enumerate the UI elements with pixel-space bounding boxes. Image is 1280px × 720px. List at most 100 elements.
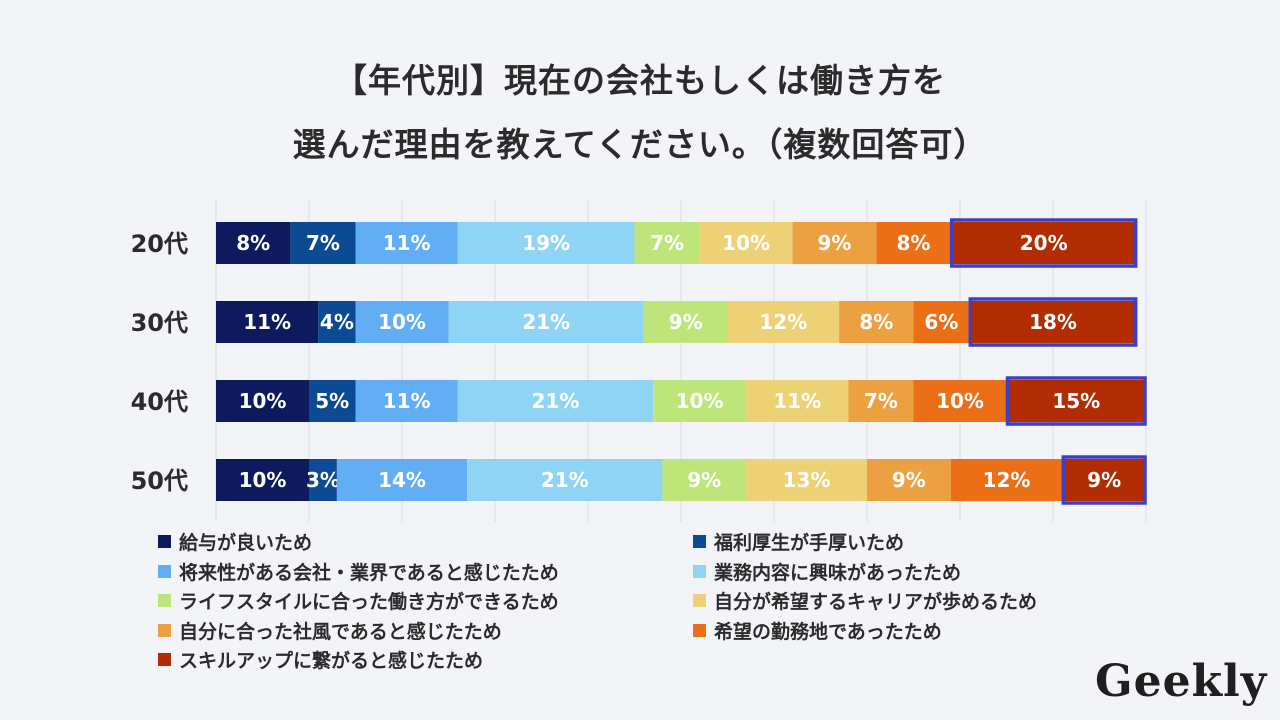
- bar-segment: [336, 459, 468, 501]
- data-label: 4%: [320, 310, 354, 334]
- data-label: 18%: [1029, 310, 1077, 334]
- data-label: 7%: [864, 389, 898, 413]
- legend-swatch: [158, 535, 171, 548]
- highlight-frame: [949, 218, 1138, 268]
- geekly-logo: Geekly: [1095, 656, 1268, 707]
- legend-swatch: [693, 623, 706, 637]
- data-label: 9%: [1087, 468, 1121, 492]
- legend-label: 給与が良いため: [179, 532, 313, 554]
- data-label: 15%: [1052, 389, 1100, 413]
- legend-item: 将来性がある会社・業界であると感じたため: [158, 558, 559, 585]
- bar-segment: [634, 222, 700, 264]
- data-label: 14%: [378, 468, 426, 492]
- legend-swatch: [158, 594, 171, 607]
- highlight-frame: [1005, 376, 1147, 426]
- legend-item: 自分が希望するキャリアが歩めるため: [693, 587, 1037, 614]
- bar-segment: [746, 380, 849, 422]
- legend-label: スキルアップに繋がると感じたため: [179, 650, 484, 672]
- chart-title-line1: 【年代別】現在の会社もしくは働き方を: [334, 61, 946, 100]
- bar-segment: [950, 459, 1063, 501]
- bar-segment: [699, 222, 793, 264]
- bar-segment: [318, 301, 356, 343]
- data-label: 8%: [859, 310, 893, 334]
- legend-label: 将来性がある会社・業界であると感じたため: [179, 561, 559, 584]
- bar-segment: [662, 459, 747, 501]
- data-label: 10%: [239, 468, 287, 492]
- legend-swatch: [693, 564, 706, 578]
- bar-segment: [216, 301, 319, 343]
- category-label: 20代: [131, 230, 188, 258]
- data-label: 21%: [522, 310, 570, 334]
- highlight-frame: [968, 297, 1138, 347]
- data-label: 8%: [897, 231, 931, 255]
- bar-segment: [457, 380, 654, 422]
- bar-segment: [950, 222, 1137, 264]
- bar-segment: [1062, 459, 1146, 501]
- data-label: 11%: [243, 310, 291, 334]
- legend-item: ライフスタイルに合った働き方ができるため: [158, 587, 559, 614]
- legend-item: 自分に合った社風であると感じたため: [158, 617, 502, 644]
- data-label: 10%: [239, 389, 287, 413]
- bar-segment: [876, 222, 951, 264]
- data-label: 20%: [1020, 231, 1068, 255]
- data-label: 10%: [676, 389, 724, 413]
- bar-segment: [643, 301, 728, 343]
- data-label: 11%: [773, 389, 821, 413]
- data-label: 13%: [783, 468, 831, 492]
- bar-segment: [448, 301, 644, 343]
- legend-label: 福利厚生が手厚いため: [714, 532, 905, 554]
- data-label: 10%: [378, 310, 426, 334]
- data-label: 7%: [306, 231, 340, 255]
- legend-item: 希望の勤務地であったため: [693, 617, 942, 644]
- data-label: 21%: [532, 389, 580, 413]
- legend-label: 自分に合った社風であると感じたため: [179, 620, 502, 643]
- category-label: 30代: [131, 309, 188, 337]
- data-label: 5%: [315, 389, 349, 413]
- bar-segment: [913, 380, 1007, 422]
- legend-swatch: [158, 564, 171, 578]
- legend-item: 給与が良いため: [158, 528, 312, 555]
- category-label: 40代: [131, 388, 188, 416]
- legend-label: ライフスタイルに合った働き方ができるため: [179, 591, 559, 613]
- bar-segment: [290, 222, 356, 264]
- bar-segment: [355, 380, 458, 422]
- bar-segment: [355, 222, 458, 264]
- legend-label: 業務内容に興味があったため: [714, 561, 962, 584]
- bar-segment: [746, 459, 867, 501]
- data-label: 9%: [892, 468, 926, 492]
- legend-swatch: [158, 653, 171, 666]
- legend-item: スキルアップに繋がると感じたため: [158, 646, 483, 673]
- bar-segment: [355, 301, 449, 343]
- bar-segment: [216, 459, 309, 501]
- data-label: 9%: [669, 310, 703, 334]
- bar-segment: [839, 301, 914, 343]
- data-label: 9%: [687, 468, 721, 492]
- bar-segment: [457, 222, 635, 264]
- data-label: 8%: [236, 231, 270, 255]
- bar-segment: [309, 459, 337, 501]
- data-label: 6%: [924, 310, 958, 334]
- legend-swatch: [693, 535, 706, 548]
- highlight-frame: [1061, 455, 1147, 505]
- legend-label: 希望の勤務地であったため: [714, 620, 942, 643]
- legend-label: 自分が希望するキャリアが歩めるため: [714, 591, 1038, 613]
- bar-segment: [309, 380, 356, 422]
- data-label: 3%: [306, 468, 340, 492]
- data-label: 10%: [936, 389, 984, 413]
- bar-segment: [792, 222, 877, 264]
- data-label: 7%: [650, 231, 684, 255]
- data-label: 9%: [817, 231, 851, 255]
- bar-segment: [216, 222, 291, 264]
- legend-swatch: [158, 623, 171, 637]
- data-label: 21%: [541, 468, 589, 492]
- legend-item: 福利厚生が手厚いため: [693, 528, 904, 555]
- data-label: 11%: [383, 389, 431, 413]
- bar-segment: [848, 380, 914, 422]
- data-label: 19%: [522, 231, 570, 255]
- legend-swatch: [693, 594, 706, 607]
- chart-title-line2: 選んだ理由を教えてください。（複数回答可）: [292, 125, 988, 164]
- category-label: 50代: [131, 467, 188, 495]
- bar-segment: [969, 301, 1137, 343]
- data-label: 11%: [383, 231, 431, 255]
